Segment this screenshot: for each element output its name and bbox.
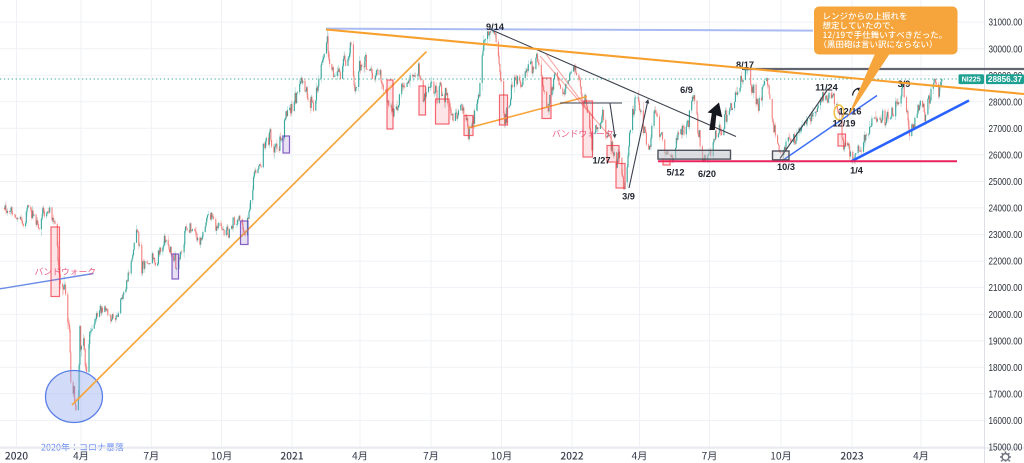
- svg-text:6/9: 6/9: [680, 85, 693, 95]
- svg-text:23000.00: 23000.00: [989, 230, 1023, 241]
- svg-text:8/17: 8/17: [736, 60, 754, 70]
- svg-text:3/9: 3/9: [898, 79, 911, 89]
- svg-text:21000.00: 21000.00: [989, 283, 1023, 294]
- svg-text:25000.00: 25000.00: [989, 177, 1023, 188]
- svg-text:3/9: 3/9: [622, 192, 635, 202]
- svg-text:16000.00: 16000.00: [989, 416, 1023, 427]
- svg-text:26000.00: 26000.00: [989, 150, 1023, 161]
- svg-text:1/27: 1/27: [593, 156, 611, 166]
- svg-text:6/20: 6/20: [698, 169, 716, 179]
- svg-text:1/4: 1/4: [850, 166, 864, 176]
- svg-text:10/3: 10/3: [777, 162, 795, 172]
- svg-text:19000.00: 19000.00: [989, 336, 1023, 347]
- svg-text:31000.00: 31000.00: [989, 18, 1023, 29]
- svg-text:17000.00: 17000.00: [989, 389, 1023, 400]
- svg-text:20000.00: 20000.00: [989, 310, 1023, 321]
- svg-text:12/19: 12/19: [833, 119, 856, 129]
- svg-text:5/12: 5/12: [667, 168, 685, 178]
- svg-text:28000.00: 28000.00: [989, 97, 1023, 108]
- svg-text:22000.00: 22000.00: [989, 257, 1023, 268]
- svg-text:30000.00: 30000.00: [989, 44, 1023, 55]
- svg-text:24000.00: 24000.00: [989, 204, 1023, 215]
- svg-text:18000.00: 18000.00: [989, 363, 1023, 374]
- svg-text:27000.00: 27000.00: [989, 124, 1023, 135]
- svg-text:NI225: NI225: [962, 75, 981, 84]
- svg-text:9/14: 9/14: [486, 22, 505, 32]
- svg-text:15000.00: 15000.00: [989, 443, 1023, 454]
- svg-text:28856.37: 28856.37: [988, 75, 1023, 84]
- svg-text:12/16: 12/16: [839, 107, 862, 117]
- svg-text:11/24: 11/24: [815, 83, 838, 93]
